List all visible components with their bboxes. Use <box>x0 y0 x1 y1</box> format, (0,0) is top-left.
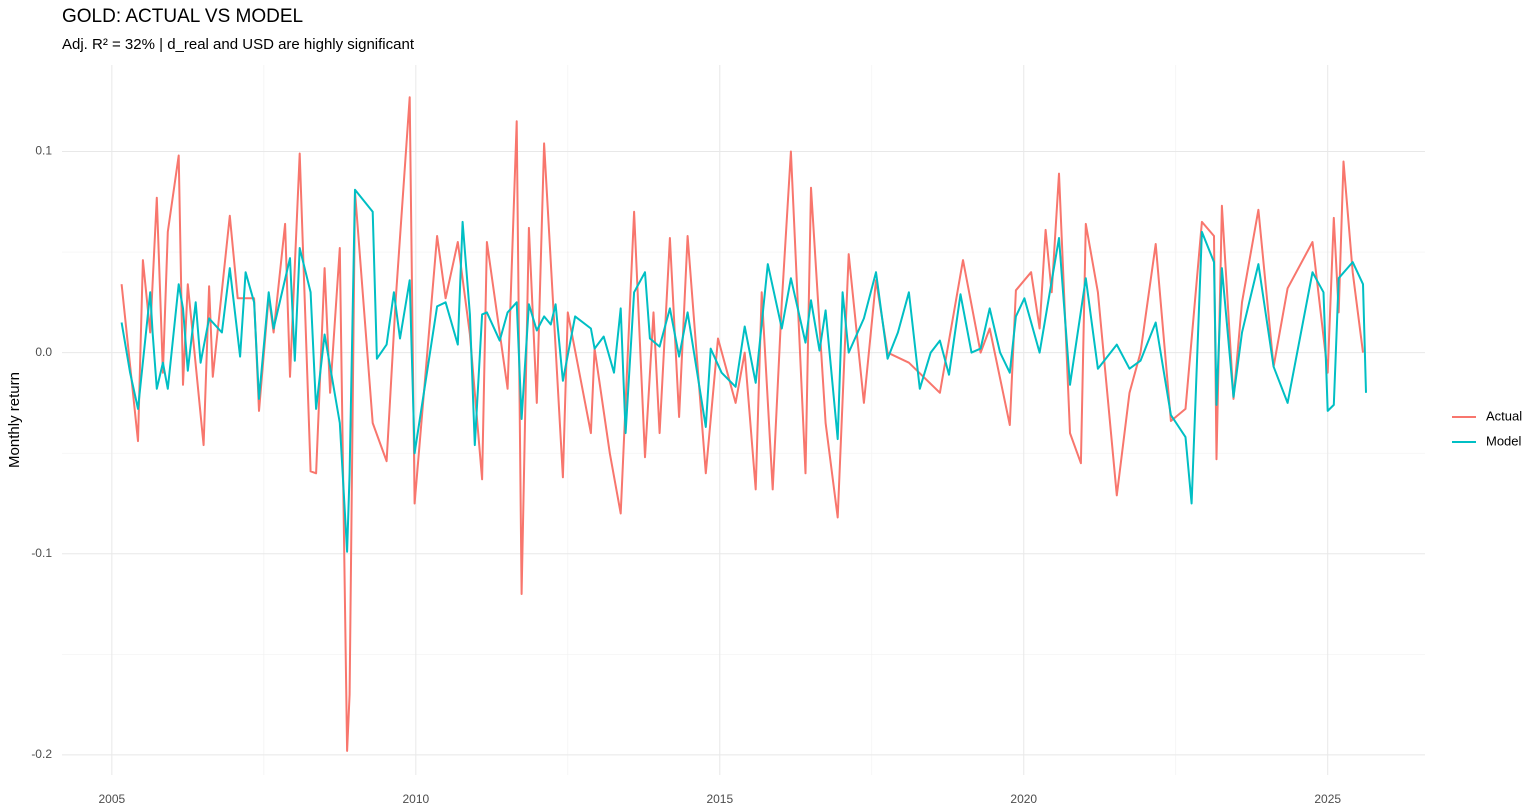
data-line <box>120 188 1367 553</box>
y-tick-label: -0.2 <box>31 747 52 761</box>
chart-subtitle: Adj. R² = 32% | d_real and USD are highl… <box>62 36 415 53</box>
x-tick-label: 2015 <box>706 792 733 806</box>
y-tick-label: -0.1 <box>31 546 52 560</box>
legend-label: Actual <box>1486 408 1522 423</box>
chart-title: GOLD: ACTUAL VS MODEL <box>62 6 303 27</box>
legend-label: Model <box>1486 433 1522 448</box>
y-tick-label: 0.0 <box>35 345 52 359</box>
x-tick-label: 2025 <box>1314 792 1341 806</box>
x-tick-label: 2020 <box>1010 792 1037 806</box>
x-tick-label: 2010 <box>402 792 429 806</box>
x-tick-label: 2005 <box>98 792 125 806</box>
data-line <box>120 96 1364 752</box>
y-tick-label: 0.1 <box>35 144 52 158</box>
y-axis-title: Monthly return <box>6 372 23 468</box>
